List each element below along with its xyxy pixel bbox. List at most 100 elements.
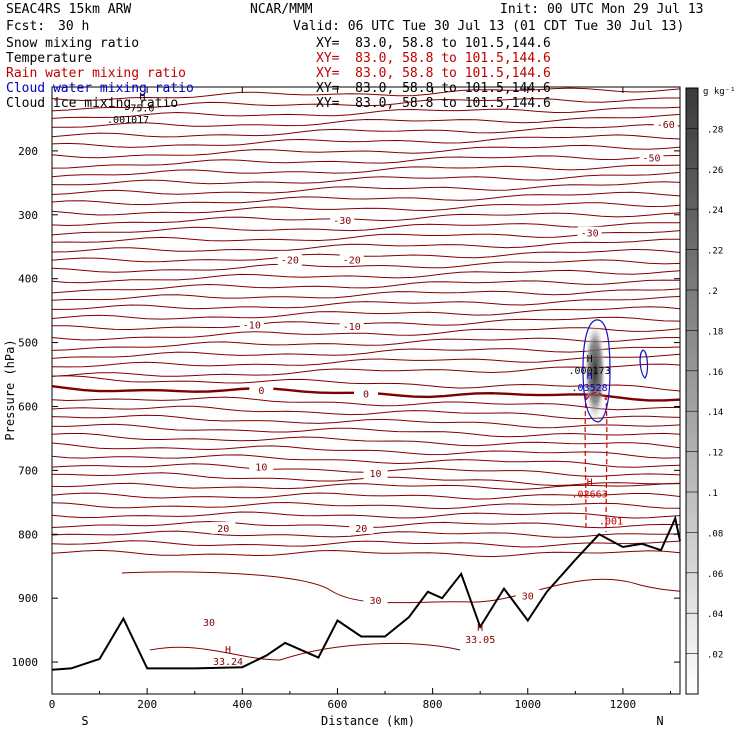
plot-frame [51, 86, 681, 695]
y-tick-label: 900 [18, 592, 38, 605]
contour-label-bg [211, 521, 236, 534]
temperature-contour-label: -10 [243, 321, 261, 332]
contour-label-bg [653, 118, 678, 131]
terrain-profile [51, 515, 681, 671]
field-name: Temperature [6, 51, 93, 66]
colorbar-tick-label: .24 [707, 206, 723, 216]
y-tick-label: 400 [18, 273, 38, 286]
y-tick-label: 300 [18, 209, 38, 222]
field-name: Rain water mixing ratio [6, 66, 187, 81]
field-xy: XY= 83.0, 58.8 to 101.5,144.6 [316, 96, 551, 111]
isotherm-line [52, 238, 680, 253]
isotherm-line [52, 97, 680, 112]
x-tick-label: 400 [232, 698, 252, 711]
extremum-value: .03528 [572, 383, 608, 394]
rain-contour [584, 391, 608, 533]
contour-label-bg [277, 253, 302, 266]
fcst-label: Fcst: [6, 19, 46, 34]
isotherm-line [52, 222, 680, 236]
contour-label-bg [339, 319, 364, 332]
isotherm-line [52, 316, 680, 331]
temperature-contour-label: 0 [363, 390, 369, 401]
contour-label-bg [239, 318, 264, 331]
isotherm-line [52, 511, 680, 519]
isotherm-line [52, 353, 680, 368]
isotherm-line [52, 106, 680, 119]
field-name: Snow mixing ratio [6, 36, 140, 51]
x-tick-label: 600 [328, 698, 348, 711]
contour-label-bg [249, 383, 274, 396]
isotherm-line [52, 540, 680, 548]
colorbar-tick-label: .26 [707, 166, 723, 176]
colorbar-tick-label: .06 [707, 570, 723, 580]
isotherm-line [52, 295, 680, 310]
isotherm-line [52, 337, 680, 351]
y-tick-label: 800 [18, 528, 38, 541]
contour-label-bg [363, 466, 388, 479]
x-tick-label: 1000 [515, 698, 542, 711]
extremum-value: 75.0 [130, 104, 154, 115]
contour-label-bg [363, 594, 388, 607]
isotherm-line [52, 327, 680, 341]
isotherm-line [52, 279, 680, 294]
isotherm-line [52, 259, 680, 273]
temperature-contour-label: 10 [255, 463, 267, 474]
colorbar-tick-label: .18 [707, 327, 723, 337]
temperature-isotherms: -60 -50 -30 -30 -20 -20 -10 -10 0 0 10 10 20 20 30 30 30 [52, 87, 680, 661]
temperature-contour-label: 30 [203, 618, 215, 629]
x-tick-label: 1200 [610, 698, 637, 711]
isotherm-line [52, 164, 680, 178]
isotherm-line [52, 454, 680, 468]
colorbar-tick-label: .28 [707, 125, 723, 135]
colorbar-tick-label: .08 [707, 529, 723, 539]
colorbar-tick-label: .12 [707, 449, 723, 459]
isotherm-line [52, 492, 680, 500]
cloud-water-contour [582, 319, 611, 423]
isotherm-line [52, 549, 680, 558]
temperature-contour-label: 30 [522, 592, 534, 603]
isotherm-line [52, 375, 680, 392]
colorbar-fill [685, 87, 699, 695]
isotherm-line [52, 191, 680, 206]
valid-time: Valid: 06 UTC Tue 30 Jul 13 (01 CDT Tue … [293, 19, 685, 34]
field-xy: XY= 83.0, 58.8 to 101.5,144.6 [316, 66, 551, 81]
isotherm-line [52, 181, 680, 195]
colorbar-tick-label: .02 [707, 651, 723, 661]
axes: 0 200 400 600 800 1000 12002003004005006007008… [12, 87, 680, 711]
colorbar-tick-label: .2 [707, 287, 718, 297]
contour-label-bg [339, 253, 364, 266]
colorbar-tick-label: .14 [707, 408, 723, 418]
y-axis-label: Pressure (hPa) [3, 339, 17, 440]
temperature-contour-label: 0 [258, 386, 264, 397]
isotherm-line [52, 134, 680, 148]
temperature-contour-label: 20 [355, 524, 367, 535]
isotherm-line [52, 530, 680, 538]
extremum-marker: H [587, 371, 593, 382]
isotherm-line [52, 288, 680, 301]
init-time: Init: 00 UTC Mon 29 Jul 13 [500, 2, 704, 17]
colorbar-tick-label: .16 [707, 368, 723, 378]
temperature-contour-label: -50 [642, 153, 660, 164]
contour-label-bg [249, 460, 274, 473]
isotherm-line [52, 405, 680, 420]
model-title: SEAC4RS 15km ARW [6, 2, 132, 17]
temperature-contour-label: -30 [581, 229, 599, 240]
contour-label-bg [639, 151, 664, 164]
isotherm-line [52, 414, 680, 429]
field-name: Cloud water mixing ratio [6, 81, 194, 96]
extrema-annotations: H33.24H33.05H.000173H.03528H.02663.001H7… [107, 92, 623, 668]
isotherm-line [121, 571, 680, 604]
extremum-value: .001017 [107, 115, 149, 126]
isotherm-line [52, 396, 680, 411]
extremum-marker: H [139, 92, 145, 103]
extremum-marker: H [225, 645, 231, 656]
isotherm-line [52, 212, 680, 227]
contour-label-bg [197, 615, 221, 628]
isotherm-line [52, 423, 680, 438]
contour-label-bg [349, 521, 374, 534]
field-xy: XY= 83.0, 58.8 to 101.5,144.6 [316, 36, 551, 51]
y-tick-label: 600 [18, 400, 38, 413]
field-xy: XY= 83.0, 58.8 to 101.5,144.6 [316, 51, 551, 66]
isotherm-line [52, 144, 680, 159]
